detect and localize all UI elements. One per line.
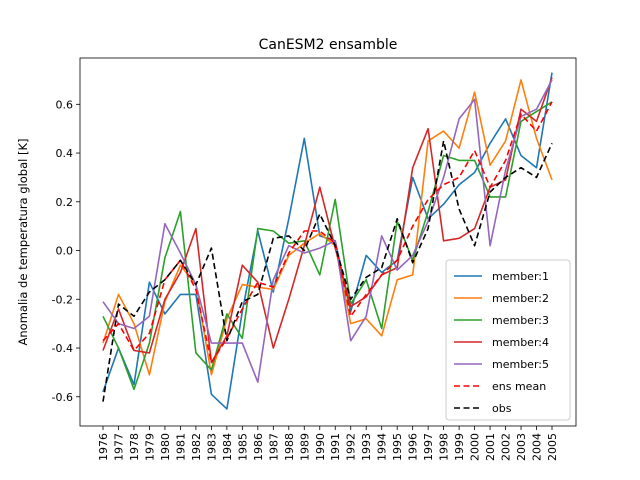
x-tick-label: 1992 <box>345 433 358 461</box>
series-line-member-3 <box>102 101 553 391</box>
y-tick-label: 0.0 <box>56 245 74 258</box>
x-tick-label: 1977 <box>112 433 125 461</box>
legend-label: member:4 <box>492 336 549 349</box>
x-tick-label: 1980 <box>159 433 172 461</box>
x-tick-label: 1985 <box>236 433 249 461</box>
chart-title: CanESM2 ensamble <box>259 37 398 53</box>
legend-label: member:1 <box>492 270 549 283</box>
x-tick-label: 1995 <box>391 433 404 461</box>
series-line-ens-mean <box>102 101 553 364</box>
x-tick-label: 1993 <box>360 433 373 461</box>
series-line-member-4 <box>102 77 553 364</box>
x-tick-label: 1994 <box>376 433 389 461</box>
x-tick-label: 1976 <box>97 433 110 461</box>
plot-area-frame <box>79 57 577 427</box>
x-tick-label: 2002 <box>500 433 513 461</box>
x-tick-label: 1984 <box>221 433 234 461</box>
x-tick-label: 1987 <box>267 433 280 461</box>
y-tick-label: 0.2 <box>56 196 74 209</box>
series-line-obs <box>102 140 553 402</box>
legend-label: member:3 <box>492 314 549 327</box>
y-tick-label: -0.6 <box>52 391 73 404</box>
y-axis-label: Anomalia de temperatura global [K] <box>16 139 30 346</box>
x-tick-label: 1997 <box>422 433 435 461</box>
x-axis: 1976 1977 1978 1979 1980 1981 1982 1983 1984 1985… <box>97 426 559 461</box>
legend-box <box>445 259 571 421</box>
x-tick-label: 1978 <box>128 433 141 461</box>
y-tick-label: -0.2 <box>52 293 73 306</box>
legend-label: ens mean <box>492 380 546 393</box>
y-tick-label: 0.6 <box>56 98 74 111</box>
legend-label: obs <box>492 402 512 415</box>
x-tick-label: 2005 <box>546 433 559 461</box>
x-tick-label: 1998 <box>438 433 451 461</box>
x-tick-label: 1981 <box>174 433 187 461</box>
x-tick-label: 1982 <box>190 433 203 461</box>
x-tick-label: 2004 <box>531 433 544 461</box>
x-tick-label: 1989 <box>298 433 311 461</box>
series-lines <box>102 72 553 410</box>
series-line-member-5 <box>102 79 553 383</box>
legend-label: member:2 <box>492 292 549 305</box>
legend-label: member:5 <box>492 358 549 371</box>
y-tick-label: 0.4 <box>56 147 74 160</box>
x-tick-label: 1979 <box>143 433 156 461</box>
legend: member:1 member:2 member:3 member:4 member:5… <box>445 259 571 421</box>
x-tick-label: 1991 <box>329 433 342 461</box>
x-tick-label: 1988 <box>283 433 296 461</box>
x-tick-label: 1990 <box>314 433 327 461</box>
y-axis: -0.6 -0.4 -0.2 0.0 0.2 0.4 0.6 <box>52 98 80 404</box>
x-tick-label: 1983 <box>205 433 218 461</box>
x-tick-label: 1986 <box>252 433 265 461</box>
x-tick-label: 2000 <box>469 433 482 461</box>
y-tick-label: -0.4 <box>52 342 73 355</box>
x-tick-label: 1996 <box>407 433 420 461</box>
x-tick-label: 2001 <box>484 433 497 461</box>
x-tick-label: 2003 <box>515 433 528 461</box>
x-tick-label: 1999 <box>453 433 466 461</box>
